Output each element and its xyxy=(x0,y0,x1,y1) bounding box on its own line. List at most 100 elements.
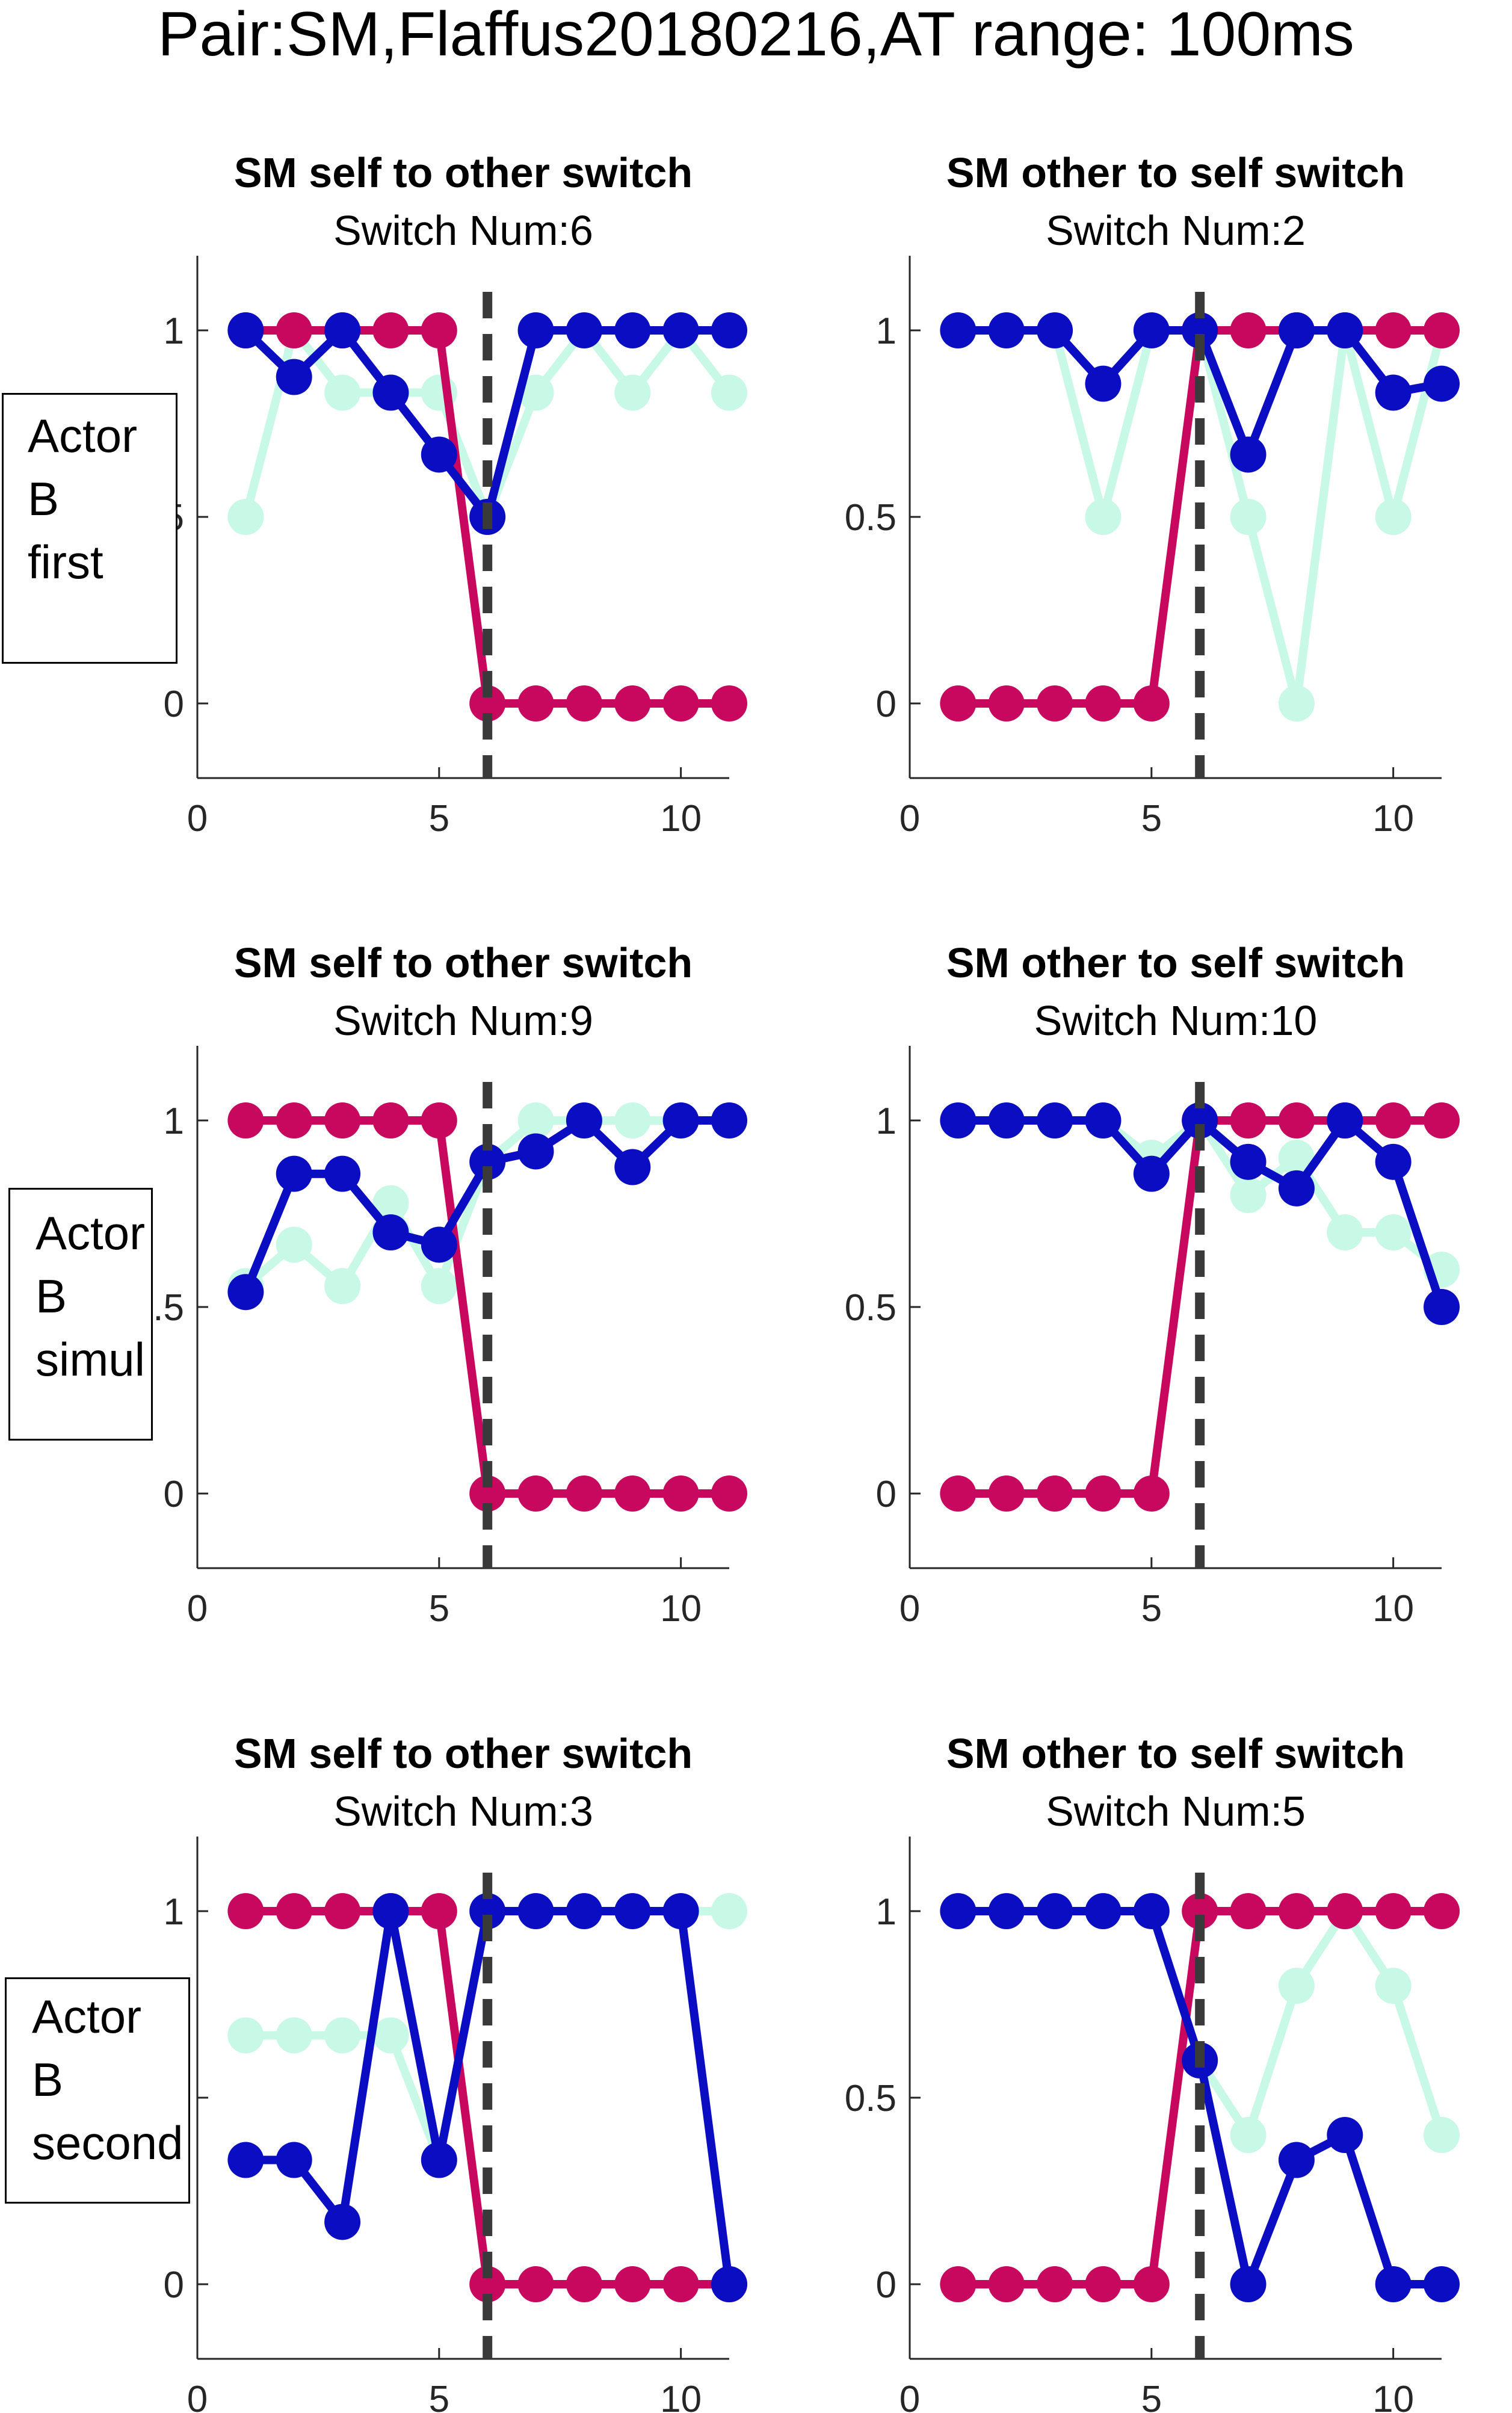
y-tick-label: 0 xyxy=(164,1474,184,1515)
data-point xyxy=(227,1893,264,1929)
data-point xyxy=(324,312,361,348)
data-point xyxy=(1182,312,1218,348)
y-tick-label: 0 xyxy=(164,2264,184,2306)
data-point xyxy=(421,1893,457,1929)
data-point xyxy=(469,1475,506,1512)
data-point xyxy=(988,1475,1025,1512)
x-tick-label: 0 xyxy=(187,2379,208,2413)
series-line-3 xyxy=(245,1907,729,2164)
x-tick-label: 5 xyxy=(1141,1588,1162,1630)
row-label-first-line3: first xyxy=(28,536,103,589)
y-tick-label: 0 xyxy=(876,2264,896,2306)
data-point xyxy=(940,2266,977,2302)
chart-title: SM other to self switch xyxy=(946,149,1405,196)
data-point xyxy=(517,1102,554,1139)
data-point xyxy=(566,1475,602,1512)
data-point xyxy=(1375,1143,1412,1180)
data-point xyxy=(566,1893,602,1929)
data-point xyxy=(988,1893,1025,1929)
chart-subtitle: Switch Num:5 xyxy=(1046,1788,1306,1835)
y-tick-label: 1 xyxy=(876,311,896,352)
data-point xyxy=(1230,499,1267,535)
data-point xyxy=(517,2266,554,2302)
data-point xyxy=(517,1475,554,1512)
row-label-first-line1: Actor xyxy=(28,409,138,462)
data-point xyxy=(1230,1102,1267,1139)
data-point xyxy=(1327,1893,1363,1929)
data-point xyxy=(988,2266,1025,2302)
data-point xyxy=(421,1226,457,1263)
data-point xyxy=(276,1102,312,1139)
x-tick-label: 0 xyxy=(899,2379,920,2413)
chart-title: SM other to self switch xyxy=(946,1730,1405,1777)
data-point xyxy=(1230,1893,1267,1929)
data-point xyxy=(372,312,409,348)
data-point xyxy=(469,685,506,721)
x-tick-label: 5 xyxy=(1141,798,1162,839)
data-point xyxy=(421,2142,457,2178)
data-point xyxy=(614,1475,651,1512)
data-point xyxy=(276,2142,312,2178)
data-point xyxy=(1327,2117,1363,2153)
data-point xyxy=(517,312,554,348)
data-point xyxy=(614,1149,651,1185)
chart-subtitle: Switch Num:2 xyxy=(1046,207,1306,254)
chart-subtitle: Switch Num:3 xyxy=(333,1788,593,1835)
data-point xyxy=(1278,1102,1315,1139)
data-point xyxy=(1278,685,1315,721)
data-point xyxy=(421,436,457,473)
page-title: Pair:SM,Flaffus20180216,AT range: 100ms xyxy=(158,0,1354,69)
data-point xyxy=(988,312,1025,348)
data-point xyxy=(662,1475,699,1512)
data-point xyxy=(1424,1893,1460,1929)
data-point xyxy=(662,1893,699,1929)
y-tick-label: 1 xyxy=(164,1101,184,1142)
data-point xyxy=(1424,2117,1460,2153)
chart-panel-2: SM other to self switch Switch Num:2 0 0.5 1… xyxy=(845,149,1460,839)
data-point xyxy=(1085,365,1122,402)
data-point xyxy=(1085,685,1122,721)
data-point xyxy=(1375,499,1412,535)
data-point xyxy=(276,2017,312,2054)
chart-panel-6: SM other to self switch Switch Num:5 0 0.5 1… xyxy=(845,1730,1460,2413)
row-label-second-line3: second xyxy=(32,2116,184,2169)
data-point xyxy=(566,1102,602,1139)
data-point xyxy=(421,312,457,348)
data-point xyxy=(1037,2266,1073,2302)
row-label-simul-line2: B xyxy=(35,1270,67,1323)
data-point xyxy=(711,1475,747,1512)
data-point xyxy=(1230,436,1267,473)
data-point xyxy=(940,1102,977,1139)
y-tick-label: 1 xyxy=(876,1101,896,1142)
x-tick-label: 10 xyxy=(660,2379,702,2413)
data-point xyxy=(1230,1143,1267,1180)
data-point xyxy=(1230,2266,1267,2302)
data-point xyxy=(324,1268,361,1305)
data-point xyxy=(1133,1475,1170,1512)
data-point xyxy=(469,1893,506,1929)
data-point xyxy=(324,1102,361,1139)
data-point xyxy=(517,1133,554,1170)
data-point xyxy=(940,312,977,348)
data-point xyxy=(1037,1475,1073,1512)
data-point xyxy=(614,1893,651,1929)
data-point xyxy=(469,2266,506,2302)
x-tick-label: 5 xyxy=(1141,2379,1162,2413)
row-label-first: Actor B first xyxy=(2,393,177,664)
data-point xyxy=(1278,1893,1315,1929)
data-point xyxy=(324,374,361,411)
data-point xyxy=(1424,1289,1460,1325)
data-point xyxy=(324,2204,361,2240)
data-point xyxy=(1085,1102,1122,1139)
y-tick-label: 0 xyxy=(164,684,184,725)
y-tick-label: 1 xyxy=(164,311,184,352)
data-point xyxy=(614,685,651,721)
data-point xyxy=(1230,2117,1267,2153)
data-point xyxy=(1085,2266,1122,2302)
data-point xyxy=(372,1214,409,1250)
data-point xyxy=(1133,312,1170,348)
data-point xyxy=(227,1102,264,1139)
data-point xyxy=(324,1893,361,1929)
